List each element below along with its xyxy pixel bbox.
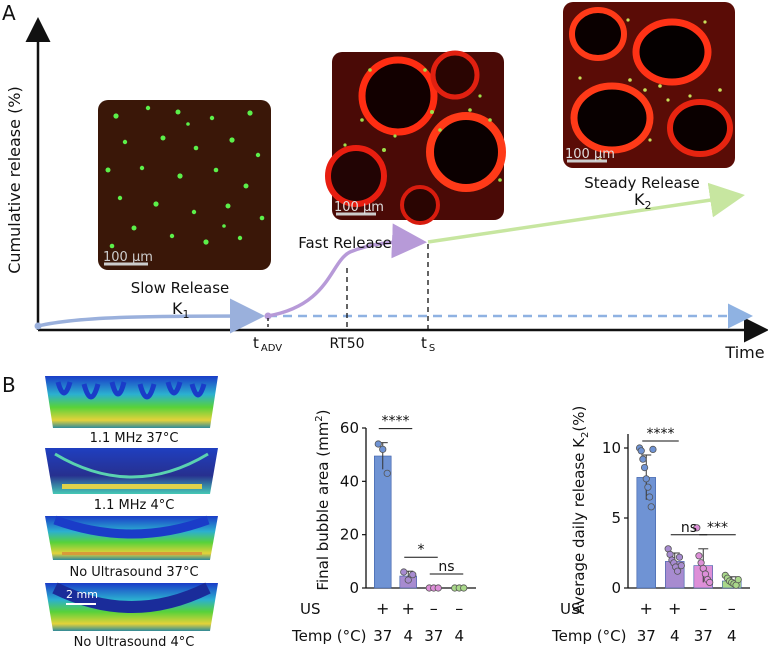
temp-value: 4	[727, 627, 737, 645]
data-point	[374, 440, 382, 448]
data-point	[379, 445, 387, 453]
data-point	[642, 475, 650, 483]
row-label-us: US	[560, 600, 581, 618]
us-value: –	[455, 599, 463, 618]
y-tick-label: 0	[611, 579, 621, 597]
thermal-caption-2: 1.1 MHz 4°C	[94, 498, 175, 513]
y-tick-label: 5	[611, 509, 621, 527]
steady-release-label: Steady Release	[584, 174, 700, 192]
significance-label: ****	[382, 414, 410, 430]
scale-bar-label: 100 µm	[565, 147, 615, 162]
data-point	[644, 483, 652, 491]
data-point	[639, 455, 647, 463]
us-value: –	[728, 599, 736, 618]
panel-b-label: B	[2, 373, 16, 397]
temp-value: 37	[694, 627, 713, 645]
thermal-caption-3: No Ultrasound 37°C	[69, 565, 198, 580]
tick-t-adv: t ADV	[253, 334, 282, 354]
thermal-image-2	[45, 448, 218, 494]
us-value: +	[402, 599, 415, 618]
y-axis-title: Cumulative release (%)	[5, 86, 24, 274]
data-point	[404, 576, 412, 584]
y-tick-label: 40	[340, 472, 359, 490]
temp-value: 37	[424, 627, 443, 645]
data-point	[409, 571, 417, 579]
row-label-us: US	[300, 600, 321, 618]
steady-release-k2: K2	[634, 190, 652, 212]
temp-value: 37	[373, 627, 392, 645]
us-value: +	[640, 599, 653, 618]
temp-value: 4	[454, 627, 464, 645]
data-point	[647, 503, 655, 511]
scale-bar-label: 100 µm	[103, 250, 153, 265]
micrograph-slow-release: 100 µm	[98, 100, 271, 270]
fast-release-curve	[267, 223, 427, 318]
temp-value: 4	[403, 627, 413, 645]
x-axis-title: Time	[724, 343, 764, 362]
data-point	[400, 568, 408, 576]
thermal-caption-1: 1.1 MHz 37°C	[90, 431, 179, 446]
fast-release-label: Fast Release	[298, 234, 392, 252]
us-value: –	[430, 599, 438, 618]
thermal-caption-4: No Ultrasound 4°C	[74, 635, 195, 650]
panel-a-label: A	[2, 1, 16, 25]
data-point	[645, 493, 654, 501]
y-tick-label: 20	[340, 526, 359, 544]
data-point	[695, 552, 703, 560]
daily-release-chart: 0 5 10 **** ns ***	[602, 426, 750, 597]
temp-value: 37	[637, 627, 656, 645]
thermal-image-3	[45, 515, 218, 560]
data-point	[649, 445, 657, 453]
scale-bar-label: 100 µm	[334, 200, 384, 215]
y-tick-label: 10	[602, 439, 621, 457]
micrograph-fast-release: 100 µm	[325, 50, 506, 225]
significance-label: ns	[681, 520, 697, 536]
data-point	[677, 561, 685, 570]
chart2-y-title: Average daily release K2(%)	[570, 406, 591, 615]
data-point	[675, 553, 684, 561]
data-point	[734, 575, 742, 584]
curve-origin-dot	[34, 322, 42, 330]
row-label-temp: Temp (°C)	[551, 627, 626, 645]
slow-release-k1: K1	[172, 299, 190, 321]
data-point	[434, 584, 442, 592]
fluorescent-particles	[105, 105, 265, 249]
data-point	[637, 447, 645, 455]
thermal-scale-label: 2 mm	[66, 588, 98, 601]
significance-label: *	[418, 542, 425, 558]
slow-release-label: Slow Release	[131, 279, 230, 297]
us-value: +	[668, 599, 681, 618]
significance-label: ****	[647, 426, 675, 442]
data-point	[693, 524, 701, 532]
released-particles	[343, 68, 502, 182]
chart1-y-title: Final bubble area (mm2)	[314, 409, 332, 590]
steady-release-line	[427, 182, 745, 244]
data-point	[673, 567, 682, 575]
significance-label: ns	[438, 559, 454, 575]
micrograph-steady-release: 100 µm	[563, 2, 735, 168]
row-label-temp: Temp (°C)	[291, 627, 366, 645]
data-point	[640, 463, 649, 472]
thermal-image-1	[45, 376, 218, 428]
thermal-image-4: 2 mm	[45, 582, 218, 631]
slow-release-curve	[37, 298, 265, 334]
data-point	[460, 584, 468, 592]
us-value: +	[376, 599, 389, 618]
data-point	[383, 469, 391, 477]
y-tick-label: 60	[340, 419, 359, 437]
y-tick-label: 0	[349, 579, 359, 597]
us-value: –	[699, 599, 707, 618]
temp-value: 4	[670, 627, 680, 645]
data-point	[706, 578, 714, 587]
significance-label: ***	[707, 520, 728, 536]
tick-rt50: RT50	[329, 336, 364, 352]
